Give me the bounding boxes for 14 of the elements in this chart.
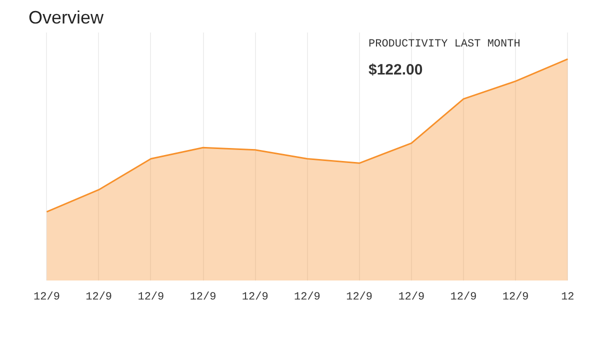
x-tick-label: 12/9 [450,292,477,304]
x-tick-label: 12/9 [398,292,425,304]
x-tick-label: 12/9 [294,292,320,304]
x-tick-label: 12/9 [86,292,112,304]
x-tick-label: 12 [561,292,574,304]
chart-title: Overview [28,8,105,28]
x-tick-label: 12/9 [138,292,164,304]
text: PRODUCTIVITY LAST MONTH [368,38,520,50]
x-tick-label: 12/9 [502,292,529,304]
x-tick-label: 12/9 [242,292,268,304]
x-tick-label: 12/9 [190,292,216,304]
x-tick-label: 12/9 [34,292,60,304]
x-tick-label: 12/9 [346,292,373,304]
annotation: $122.00 [368,62,423,78]
